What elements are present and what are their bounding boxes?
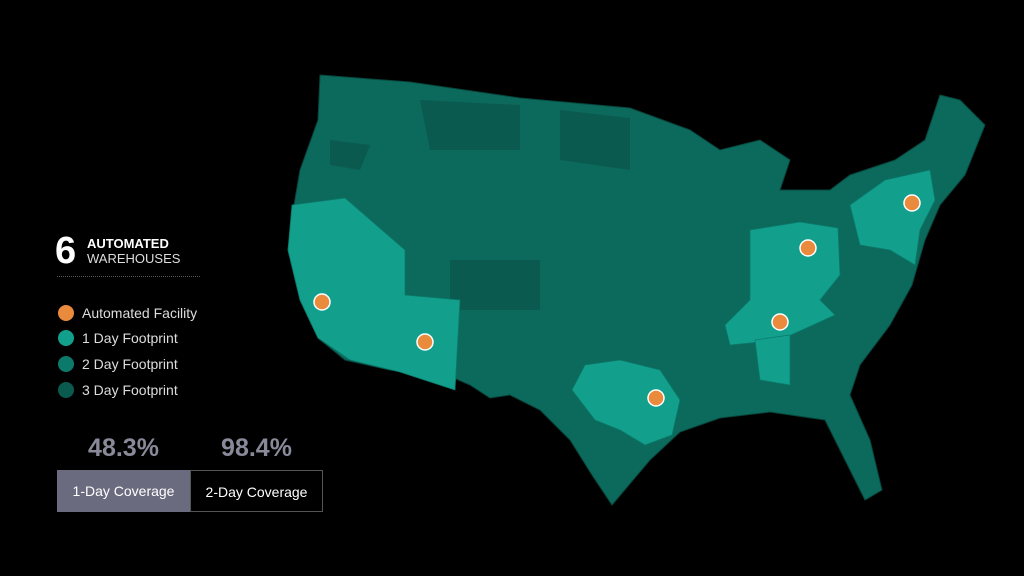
headline-line: WAREHOUSES (87, 251, 181, 266)
divider (57, 276, 200, 277)
legend-label: 2 Day Footprint (82, 356, 178, 372)
legend-label: 1 Day Footprint (82, 330, 178, 346)
three-day-regions (330, 100, 630, 310)
headline-line: AUTOMATED (87, 236, 169, 251)
coverage-tab[interactable]: 2-Day Coverage (190, 470, 323, 512)
legend-label: 3 Day Footprint (82, 382, 178, 398)
coverage-value: 48.3% (88, 434, 159, 462)
facility-markers (313, 194, 921, 407)
warehouse-count: 6 (55, 230, 77, 272)
legend-icons (58, 305, 74, 398)
coverage-value: 98.4% (221, 434, 292, 462)
coverage-tab[interactable]: 1-Day Coverage (57, 470, 190, 512)
legend-label: Automated Facility (82, 305, 198, 321)
